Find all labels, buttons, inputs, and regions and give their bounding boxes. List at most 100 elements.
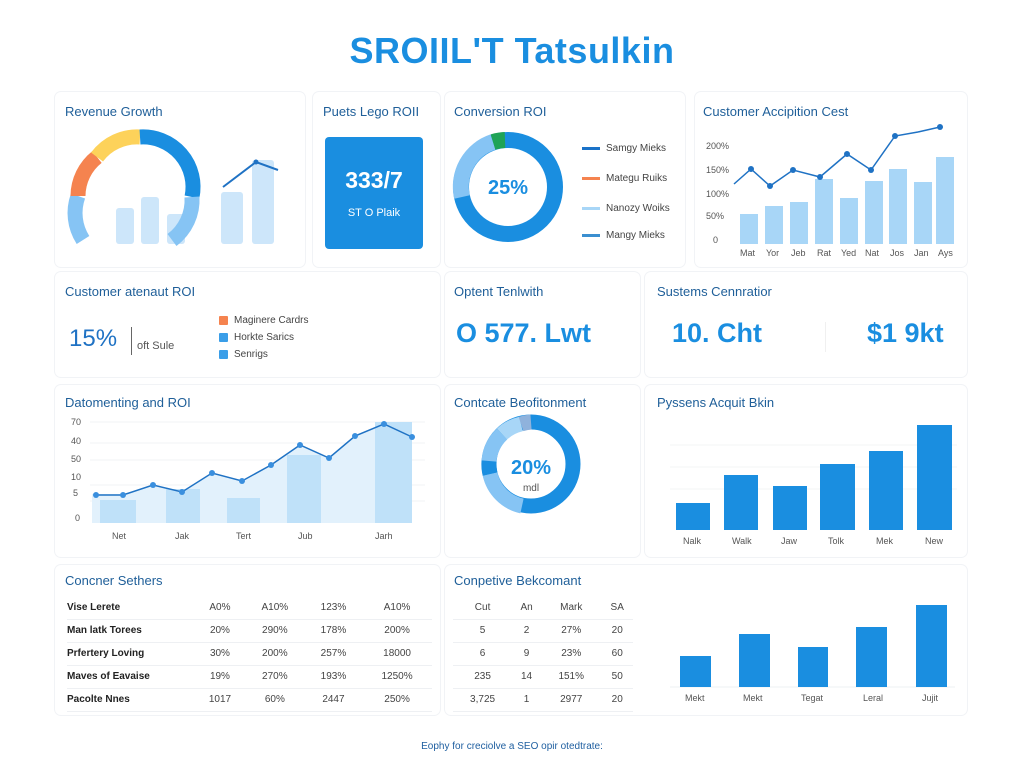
pyssens-chart: Nalk Walk Jaw Tolk Mek New (670, 425, 957, 546)
svg-text:Leral: Leral (863, 693, 883, 703)
legend-label: Horkte Sarics (234, 332, 295, 343)
kpi-value: 333/7 (345, 167, 403, 193)
legend-swatch (582, 206, 600, 210)
card-title: Conversion ROI (454, 104, 547, 119)
svg-text:100%: 100% (706, 189, 729, 199)
svg-text:Walk: Walk (732, 536, 752, 546)
card-title: Customer atenaut ROI (65, 284, 196, 299)
card-title: Customer Accipition Cest (703, 104, 849, 119)
svg-text:Ays: Ays (938, 248, 953, 258)
svg-text:70: 70 (71, 417, 81, 427)
legend-swatch (219, 349, 228, 359)
donut-center-value: 20% (510, 457, 552, 479)
table-row: 235 14 151% 50 (453, 665, 633, 689)
svg-text:Jaw: Jaw (781, 536, 798, 546)
svg-text:0: 0 (75, 513, 80, 523)
svg-text:Jarh: Jarh (375, 531, 393, 541)
card-systems: Sustems Cennratior 10. Cht $1 9kt (645, 272, 967, 377)
card-conpetive: Conpetive Bekcomant Cut An Mark SA 5 2 27% 20 … (445, 565, 967, 715)
legend-label: Nanozy Woiks (606, 203, 670, 214)
svg-text:Jub: Jub (298, 531, 313, 541)
card-title: Conpetive Bekcomant (454, 573, 582, 588)
dashboard-title: SROIIL'T Tatsulkin (349, 30, 675, 71)
svg-text:Nalk: Nalk (683, 536, 702, 546)
card-contcate: Contcate Beofitonment 20% mdl (445, 385, 640, 557)
divider (825, 322, 826, 352)
conpetive-table: Cut An Mark SA 5 2 27% 20 6 9 23% 60 235 14 151% 50 … (453, 596, 633, 712)
card-title: Contcate Beofitonment (454, 395, 587, 410)
table-row: 5 2 27% 20 (453, 619, 633, 643)
table-row: 6 9 23% 60 (453, 642, 633, 666)
svg-text:50: 50 (71, 454, 81, 464)
table-row: Vise Lerete A0% A10% 123% A10% (67, 596, 432, 620)
legend-swatch (582, 176, 600, 180)
svg-text:Jos: Jos (890, 248, 905, 258)
svg-text:Jeb: Jeb (791, 248, 806, 258)
table-row: Man latk Torees 20% 290% 178% 200% (67, 619, 432, 643)
donut-center-sub: mdl (522, 483, 540, 494)
svg-text:Rat: Rat (817, 248, 832, 258)
card-title: Sustems Cennratior (657, 284, 772, 299)
cac-chart: 200% 150% 100% 50% 0 Mat Yor Jeb Rat Yed Nat Jos Ja… (706, 124, 954, 258)
svg-text:Jan: Jan (914, 248, 929, 258)
table-row: Pacolte Nnes 1017 60% 2447 250% (67, 688, 432, 712)
conpetive-chart: Mekt Mekt Tegat Leral Jujit (670, 605, 955, 703)
revenue-growth-chart (67, 129, 279, 247)
kpi-value: 15% (69, 325, 118, 352)
svg-text:Jak: Jak (175, 531, 190, 541)
kpi-tile: 333/7 ST O Plaik (325, 137, 423, 249)
svg-text:Yor: Yor (766, 248, 779, 258)
card-title: Optent Tenlwith (454, 284, 544, 299)
svg-text:0: 0 (713, 235, 718, 245)
svg-text:Jujit: Jujit (922, 693, 939, 703)
divider (131, 327, 132, 355)
table-row: Prfertery Loving 30% 200% 257% 18000 (67, 642, 432, 666)
card-datomenting: Datomenting and ROI 70 40 50 10 5 0 Net Jak Ter… (55, 385, 440, 557)
card-title: Puets Lego ROII (323, 104, 420, 119)
footer-note: Eophy for creciolve a SEO opir otedtrate… (421, 741, 603, 752)
svg-text:50%: 50% (706, 211, 724, 221)
card-title: Concner Sethers (65, 573, 163, 588)
legend-label: Mategu Ruiks (606, 173, 668, 184)
svg-text:40: 40 (71, 436, 81, 446)
svg-text:Nat: Nat (865, 248, 880, 258)
svg-text:Net: Net (112, 531, 127, 541)
conversion-donut (452, 132, 563, 242)
svg-text:Mekt: Mekt (685, 693, 705, 703)
card-concner: Concner Sethers Vise Lerete A0% A10% 123% A1… (55, 565, 440, 715)
table-row: 3,725 1 2977 20 (453, 688, 633, 712)
contcate-donut (481, 414, 581, 514)
legend-label: Senrigs (234, 349, 268, 360)
svg-text:200%: 200% (706, 141, 729, 151)
svg-text:Tert: Tert (236, 531, 252, 541)
card-revenue-growth: Revenue Growth (55, 92, 305, 267)
kpi-value-2: $1 9kt (867, 318, 944, 348)
card-pulets: Puets Lego ROII 333/7 ST O Plaik (313, 92, 440, 267)
table-header-row: Cut An Mark SA (453, 596, 633, 620)
kpi-sub: oft Sule (137, 340, 175, 352)
svg-text:Mat: Mat (740, 248, 756, 258)
svg-text:New: New (925, 536, 944, 546)
svg-text:Tegat: Tegat (801, 693, 824, 703)
card-cac: Customer Accipition Cest 200% 150% 100% 50%… (695, 92, 967, 267)
card-pyssens: Pyssens Acquit Bkin Nalk Walk Jaw Tolk Mek Ne… (645, 385, 967, 557)
card-title: Pyssens Acquit Bkin (657, 395, 775, 410)
legend-label: Mangy Mieks (606, 230, 665, 241)
legend-swatch (219, 315, 228, 325)
legend-swatch (582, 233, 600, 237)
svg-text:Yed: Yed (841, 248, 856, 258)
kpi-value: O 577. Lwt (456, 318, 592, 348)
donut-center-value: 25% (487, 177, 529, 199)
card-title: Revenue Growth (65, 104, 163, 119)
svg-text:10: 10 (71, 472, 81, 482)
svg-text:150%: 150% (706, 165, 729, 175)
card-title: Datomenting and ROI (65, 395, 191, 410)
kpi-value-1: 10. Cht (672, 318, 763, 348)
legend-label: Maginere Cardrs (234, 315, 309, 326)
concner-table: Vise Lerete A0% A10% 123% A10% Man latk Tore… (67, 596, 432, 712)
kpi-sub: ST O Plaik (347, 207, 401, 219)
svg-text:Mek: Mek (876, 536, 894, 546)
svg-text:5: 5 (73, 488, 78, 498)
svg-text:Tolk: Tolk (828, 536, 845, 546)
